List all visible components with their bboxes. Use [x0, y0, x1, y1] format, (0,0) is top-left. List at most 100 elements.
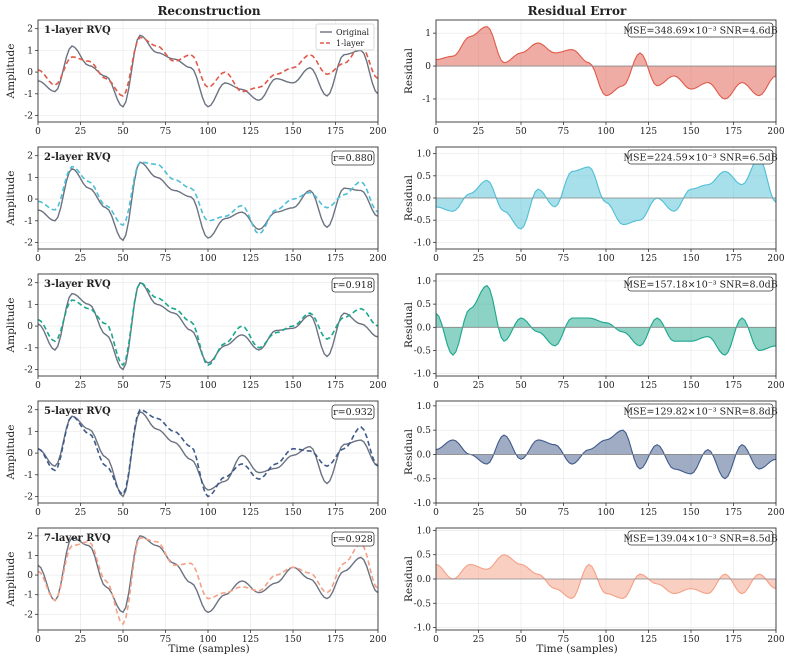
y-tick-label: -1.0: [414, 499, 432, 509]
x-tick-label: 200: [767, 254, 784, 264]
y-tick-label: -2: [24, 610, 33, 620]
x-tick-label: 175: [327, 127, 344, 137]
plot-frame: [435, 273, 777, 377]
stats-box: [627, 403, 774, 419]
y-tick-label: 2: [27, 532, 33, 542]
y-tick-label: 1: [27, 551, 33, 561]
y-tick-label: -1: [24, 591, 33, 601]
stats-label: MSE=157.18×10⁻³ SNR=8.0dB: [623, 280, 777, 291]
y-tick-label: -1: [24, 217, 33, 227]
y-tick-label: -0.5: [414, 475, 432, 485]
correlation-label: r=0.880: [333, 153, 373, 164]
stats-label: MSE=348.69×10⁻³ SNR=4.6dB: [623, 26, 777, 37]
x-tick-label: 0: [35, 508, 41, 518]
stats-box: [627, 22, 774, 38]
y-tick-label: 0: [27, 449, 33, 459]
x-tick-label: 150: [682, 127, 699, 137]
x-tick-label: 150: [682, 508, 699, 518]
x-tick-label: 75: [558, 127, 570, 137]
reconstruction-panel-1: 0 25 50 75 100 125 150 175 200 -2 -1 0 1 2 Amplitude 1-…: [5, 19, 387, 137]
residual-panel-5: 0 25 50 75 100 125 150 175 200 -1.0 -0.5 0.0 0.5 1.0 R…: [403, 526, 785, 645]
reconstruction-panel-5: 0 25 50 75 100 125 150 175 200 -2 -1 0 1 2 Amplitude 7-…: [5, 527, 387, 645]
x-tick-label: 100: [597, 254, 614, 264]
x-tick-label: 125: [640, 127, 657, 137]
stats-box: [627, 276, 774, 292]
x-tick-label: 150: [284, 381, 301, 391]
x-tick-label: 150: [284, 635, 301, 645]
residual-panel-1: 0 25 50 75 100 125 150 175 200 -1 0 1 Residual MSE=34…: [403, 19, 785, 137]
y-tick-label: 1: [27, 173, 33, 183]
x-tick-label: 75: [160, 254, 172, 264]
x-tick-label: 200: [369, 254, 386, 264]
y-tick-label: 0.5: [417, 426, 432, 436]
y-tick-label: 2: [27, 406, 33, 416]
x-tick-label: 0: [433, 635, 439, 645]
y-tick-label: -0.5: [414, 347, 432, 357]
residual-area: [436, 285, 776, 356]
y-tick-label: 0: [27, 68, 33, 78]
y-axis-label: Amplitude: [5, 44, 17, 100]
y-tick-label: -2: [24, 492, 33, 502]
stats-label: MSE=224.59×10⁻³ SNR=6.5dB: [623, 153, 777, 164]
x-tick-label: 150: [284, 508, 301, 518]
correlation-label: r=0.918: [333, 280, 373, 291]
plot-frame: [435, 527, 777, 631]
x-tick-label: 175: [725, 127, 742, 137]
x-tick-label: 100: [199, 508, 216, 518]
x-tick-label: 125: [640, 381, 657, 391]
x-tick-label: 100: [199, 381, 216, 391]
reconstruction-series-line: [38, 161, 378, 235]
x-tick-label: 200: [369, 508, 386, 518]
x-tick-label: 100: [597, 381, 614, 391]
x-tick-label: 25: [75, 635, 87, 645]
panel-title: 3-layer RVQ: [44, 279, 111, 290]
x-tick-label: 175: [327, 381, 344, 391]
y-tick-label: -2: [24, 111, 33, 121]
x-tick-label: 200: [767, 381, 784, 391]
y-tick-label: -0.5: [414, 216, 432, 226]
y-axis-label: Residual: [403, 174, 415, 221]
x-tick-label: 25: [473, 254, 485, 264]
y-tick-label: -1.0: [414, 624, 432, 634]
x-tick-label: 75: [558, 254, 570, 264]
residual-area: [436, 158, 776, 229]
y-tick-label: 1.0: [417, 277, 432, 287]
panel-title: 2-layer RVQ: [44, 152, 111, 163]
x-tick-label: 50: [515, 381, 527, 391]
y-tick-label: 0.0: [417, 323, 432, 333]
y-tick-label: 2: [27, 279, 33, 289]
stats-box: [627, 530, 774, 546]
x-tick-label: 125: [242, 254, 259, 264]
residual-column-title: Residual Error: [528, 4, 627, 18]
x-tick-label: 75: [558, 635, 570, 645]
panel-title: 1-layer RVQ: [44, 25, 111, 36]
x-tick-label: 200: [369, 635, 386, 645]
x-tick-label: 75: [160, 127, 172, 137]
left-x-axis-label: Time (samples): [168, 643, 249, 655]
x-tick-label: 0: [433, 254, 439, 264]
x-tick-label: 25: [473, 508, 485, 518]
residual-panel-4: 0 25 50 75 100 125 150 175 200 -1.0 -0.5 0.0 0.5 1.0 R…: [403, 400, 785, 518]
x-tick-label: 50: [117, 635, 129, 645]
x-tick-label: 25: [75, 381, 87, 391]
plot-frame: [37, 400, 379, 504]
stats-box: [627, 149, 774, 165]
residual-area: [436, 26, 776, 100]
x-tick-label: 25: [473, 635, 485, 645]
y-tick-label: 1.0: [417, 526, 432, 536]
y-tick-label: 1: [425, 29, 431, 39]
plot-frame: [37, 273, 379, 377]
reconstruction-panel-3: 0 25 50 75 100 125 150 175 200 -2 -1 0 1 2 Amplitude 3-…: [5, 273, 387, 391]
x-tick-label: 175: [725, 635, 742, 645]
x-tick-label: 175: [327, 508, 344, 518]
plot-frame: [435, 146, 777, 250]
x-tick-label: 150: [682, 254, 699, 264]
plot-frame: [435, 400, 777, 504]
y-tick-label: 0.0: [417, 575, 432, 585]
x-tick-label: 125: [640, 508, 657, 518]
x-tick-label: 0: [35, 381, 41, 391]
y-axis-label: Amplitude: [5, 425, 17, 481]
original-series-line: [38, 411, 378, 498]
y-tick-label: -1.0: [414, 370, 432, 380]
x-tick-label: 125: [640, 635, 657, 645]
